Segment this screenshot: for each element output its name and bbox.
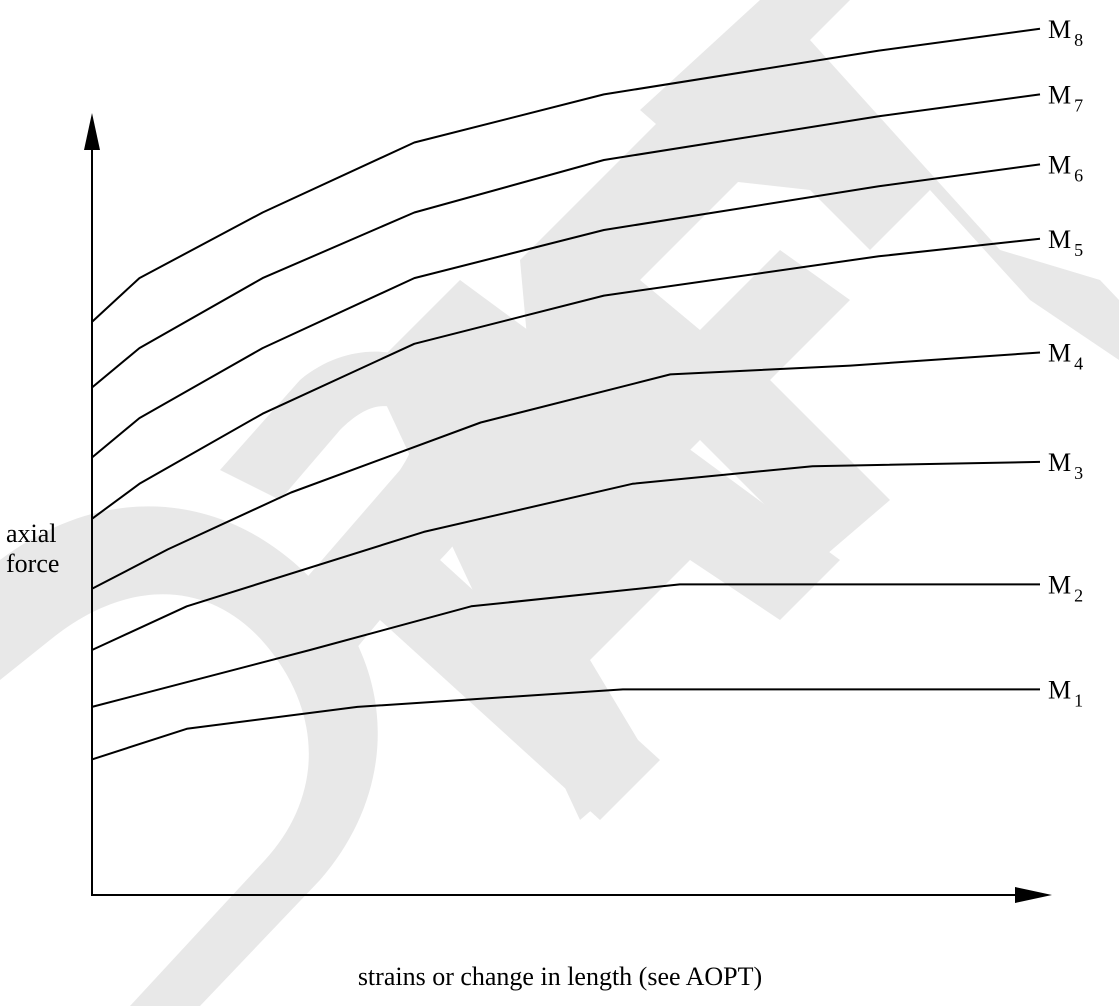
- series-line-m1: [91, 688, 1040, 761]
- y-axis-label-line2: force: [6, 549, 59, 578]
- series-line-m4: [91, 351, 1041, 590]
- watermark-letter-a: [370, 280, 840, 820]
- series-line-m5: [91, 237, 1041, 520]
- watermark-letter-f: [520, 120, 890, 560]
- y-axis-arrow: [84, 113, 100, 150]
- series-line-m2: [91, 583, 1040, 708]
- series-line-m8: [91, 27, 1041, 323]
- series-layer: M 1 M 2 M 3 M 4 M 5 M 6 M 7 M 8: [91, 15, 1083, 761]
- x-axis-label: strains or change in length (see AOPT): [358, 962, 762, 991]
- series-line-m7: [91, 93, 1041, 389]
- series-line-m6: [91, 163, 1041, 459]
- x-axis-arrow: [1015, 887, 1052, 903]
- series-line-m3: [91, 460, 1041, 651]
- y-axis-label-line1: axial: [6, 519, 57, 548]
- watermark-letter-t: [640, 0, 1119, 360]
